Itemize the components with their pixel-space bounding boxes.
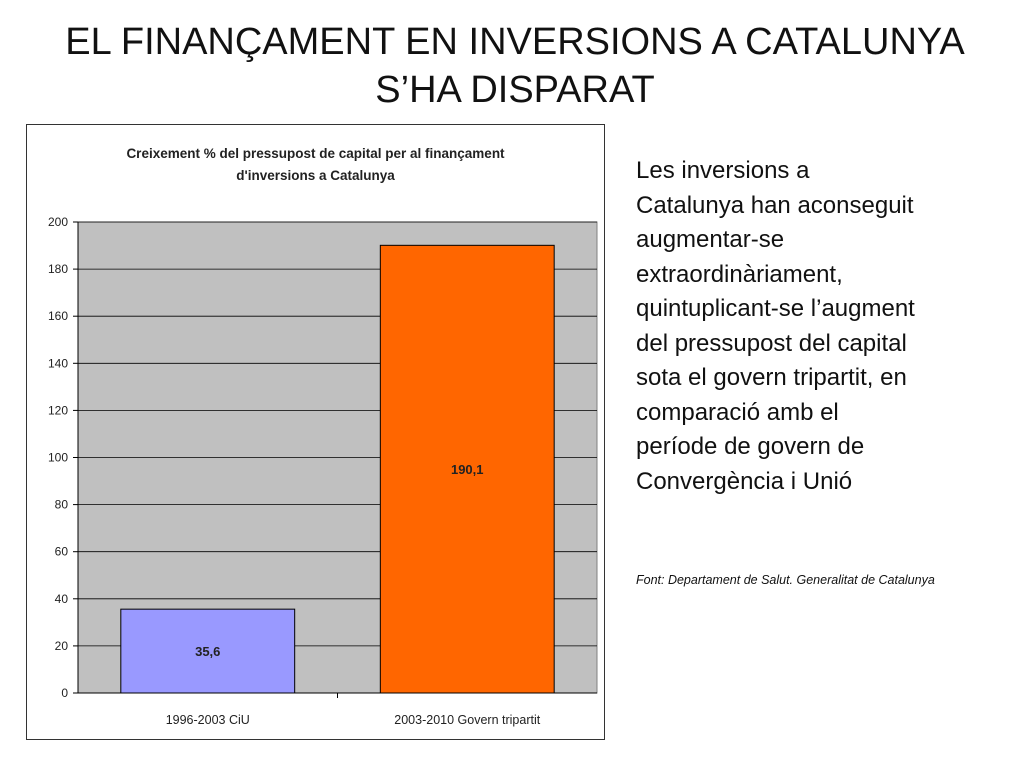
bar (120, 608, 296, 694)
y-tick-label: 160 (48, 309, 68, 323)
description-line: Convergència i Unió (636, 467, 853, 495)
description-line: quintuplicant-se l’augment (636, 295, 915, 322)
y-tick-label: 40 (55, 592, 69, 606)
chart-title: Creixement % del pressupost de capital p… (27, 143, 604, 187)
y-tick-label: 120 (48, 403, 68, 417)
description-line: Catalunya han aconseguit (636, 191, 914, 219)
y-tick-label: 20 (55, 639, 69, 653)
description-line: període de govern de (636, 433, 865, 460)
bar-value-label: 35,6 (195, 644, 220, 659)
y-tick-label: 140 (48, 356, 68, 370)
y-tick-label: 0 (61, 686, 68, 700)
source-citation: Font: Departament de Salut. Generalitat … (636, 573, 935, 587)
y-tick-label: 60 (55, 545, 69, 559)
slide-title: EL FINANÇAMENT EN INVERSIONS A CATALUNYA… (20, 18, 1010, 114)
description-line: Les inversions a (636, 157, 810, 184)
x-category-label: 2003-2010 Govern tripartit (394, 713, 540, 727)
x-category-label: 1996-2003 CiU (166, 713, 250, 727)
description-line: comparació amb el (636, 398, 839, 426)
description-line: augmentar-se (636, 226, 785, 253)
slide-title-line-2: S’HA DISPARAT (375, 69, 655, 111)
chart-title-line-2: d'inversions a Catalunya (236, 168, 395, 183)
y-tick-label: 180 (48, 262, 68, 276)
y-tick-label: 200 (48, 215, 68, 229)
chart-title-line-1: Creixement % del pressupost de capital p… (126, 146, 505, 161)
chart-plot-svg: 0 20 40 60 80 100 120 140 160 180 200 35,6 1996-2003… (48, 215, 598, 727)
description-text: Les inversions a Catalunya han aconseguit… (636, 154, 1006, 499)
bar-chart: Creixement % del pressupost de capital p… (26, 124, 605, 740)
bar (379, 244, 555, 694)
y-tick-label: 100 (48, 451, 68, 465)
description-line: sota el govern tripartit, en (636, 364, 907, 391)
y-tick-label: 80 (55, 498, 69, 512)
description-line: del pressupost del capital (636, 329, 907, 357)
bar-value-label: 190,1 (451, 462, 484, 477)
description-line: extraordinàriament, (636, 260, 843, 288)
slide-title-line-1: EL FINANÇAMENT EN INVERSIONS A CATALUNYA (65, 21, 965, 63)
